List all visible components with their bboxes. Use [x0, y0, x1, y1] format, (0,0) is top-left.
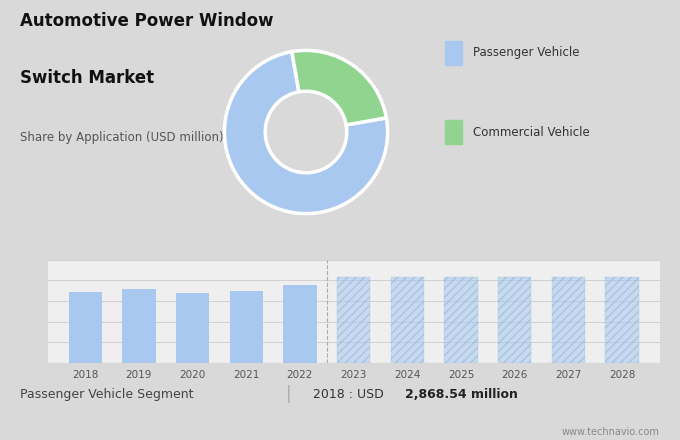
Bar: [498, 277, 531, 363]
Bar: [230, 291, 263, 363]
Text: Switch Market: Switch Market: [20, 69, 154, 87]
Text: |: |: [286, 385, 291, 403]
Wedge shape: [224, 51, 388, 213]
Wedge shape: [292, 51, 386, 125]
Text: 2,868.54 million: 2,868.54 million: [405, 388, 517, 401]
Bar: [605, 277, 639, 363]
Text: Commercial Vehicle: Commercial Vehicle: [473, 125, 590, 139]
Bar: [444, 277, 477, 363]
Bar: [284, 286, 317, 363]
Text: Passenger Vehicle: Passenger Vehicle: [473, 46, 579, 59]
Text: Share by Application (USD million): Share by Application (USD million): [20, 131, 224, 143]
Bar: [176, 293, 209, 363]
Bar: [551, 277, 585, 363]
Text: Passenger Vehicle Segment: Passenger Vehicle Segment: [20, 388, 194, 401]
Bar: [337, 277, 370, 363]
Text: 2018 : USD: 2018 : USD: [313, 388, 388, 401]
Bar: [69, 292, 102, 363]
Text: Automotive Power Window: Automotive Power Window: [20, 12, 274, 30]
Bar: [390, 277, 424, 363]
Text: www.technavio.com: www.technavio.com: [562, 426, 660, 436]
Bar: [122, 289, 156, 363]
